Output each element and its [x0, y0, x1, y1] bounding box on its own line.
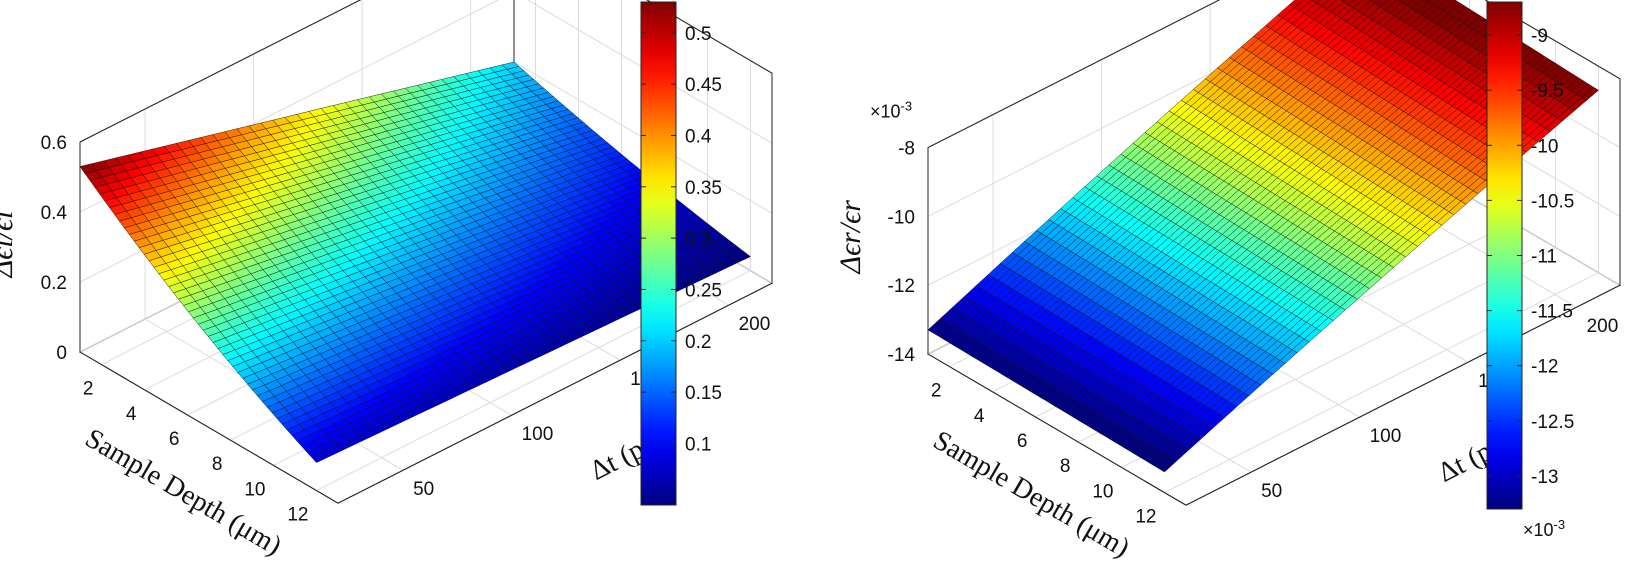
chart1-box-edge	[79, 351, 339, 504]
chart2-z-tick-label: -10	[888, 207, 915, 228]
chart1-z-tick-label: 0.2	[41, 273, 67, 294]
chart1-x-tick-label: 8	[212, 454, 223, 475]
chart1-colorbar-tick-label: 0.35	[685, 178, 722, 199]
chart2-colorbar	[1486, 1, 1523, 510]
chart2-colorbar-tick-label: -12	[1531, 357, 1558, 378]
chart1-y-tick-label: 50	[413, 479, 434, 500]
chart1-box-edge	[79, 0, 362, 143]
chart1-box-edge	[337, 282, 773, 504]
chart2-colorbar-multiplier: ×10-3	[1523, 517, 1565, 540]
chart1-z-tick-label: 0	[56, 343, 67, 364]
chart2-z-tick-label: -14	[888, 345, 916, 366]
chart2-y-tick-label: 200	[1587, 316, 1619, 337]
chart2-y-tick-label: 50	[1261, 481, 1282, 502]
chart2-surface-patch	[1159, 457, 1177, 473]
chart1-x-tick-label: 12	[287, 505, 308, 526]
chart1-z-tick-label: 0.6	[41, 133, 67, 154]
chart2-grid-x-floor	[1164, 272, 1599, 494]
chart2-colorbar-tick-label: -11	[1531, 247, 1557, 268]
chart1-y-tick-label: 100	[522, 424, 554, 445]
chart1-grid-x-floor	[316, 270, 751, 492]
chart2-x-tick-label: 2	[931, 381, 942, 402]
chart2-y-tick-label: 100	[1370, 426, 1402, 447]
chart1-x-tick-label: 2	[83, 379, 94, 400]
chart2-box-edge	[927, 353, 1187, 506]
chart1-colorbar-tick-label: 0.15	[685, 383, 722, 404]
chart2-surface	[927, 0, 1599, 473]
chart1-colorbar-tick-label: 0.5	[685, 24, 711, 45]
chart2-x-tick-label: 10	[1092, 481, 1113, 502]
chart2-x-tick-label: 8	[1060, 456, 1071, 477]
chart1-colorbar-tick-label: 0.4	[685, 126, 712, 147]
chart1-box-edge	[646, 0, 773, 74]
chart1-colorbar-tick-label: 0.45	[685, 75, 722, 96]
chart2-colorbar-tick-label: -13	[1531, 467, 1558, 488]
chart2-colorbar-tick-label: -11.5	[1531, 302, 1573, 323]
chart1-colorbar-tick-label: 0.25	[685, 280, 722, 301]
chart2-z-axis-title: Δϵr/ϵr	[834, 200, 867, 275]
chart2-colorbar-tick-label: -10.5	[1531, 191, 1574, 212]
chart1-x-tick-label: 6	[169, 429, 180, 450]
chart2-colorbar-tick-label: -10	[1531, 136, 1558, 157]
chart2-colorbar-tick-label: -12.5	[1531, 412, 1574, 433]
chart2-colorbar-tick-label: -9	[1531, 26, 1548, 47]
chart1-colorbar-tick-label: 0.1	[685, 434, 711, 455]
chart1-y-tick-label: 200	[739, 314, 771, 335]
chart2-colorbar-tick-label: -9.5	[1531, 81, 1564, 102]
chart1-colorbar	[640, 1, 677, 506]
chart1-x-tick-label: 10	[244, 479, 265, 500]
chart2-z-tick-label: -8	[898, 139, 915, 160]
chart1-x-tick-label: 4	[126, 404, 137, 425]
chart2-x-tick-label: 12	[1135, 507, 1156, 528]
chart2-box-edge	[1185, 284, 1621, 506]
chart1-z-axis-title: Δϵi/ϵi	[0, 211, 19, 279]
chart1-surface-patch	[311, 451, 329, 463]
chart1-colorbar-tick-label: 0.3	[685, 229, 711, 250]
chart2-z-tick-label: -12	[888, 276, 915, 297]
chart2-x-tick-label: 6	[1017, 431, 1028, 452]
chart2-x-tick-label: 4	[974, 406, 985, 427]
chart2-box-edge	[927, 0, 1221, 149]
chart2-z-multiplier: ×10-3	[870, 99, 912, 122]
chart1-colorbar-tick-label: 0.2	[685, 332, 711, 353]
chart1-z-tick-label: 0.4	[41, 203, 68, 224]
